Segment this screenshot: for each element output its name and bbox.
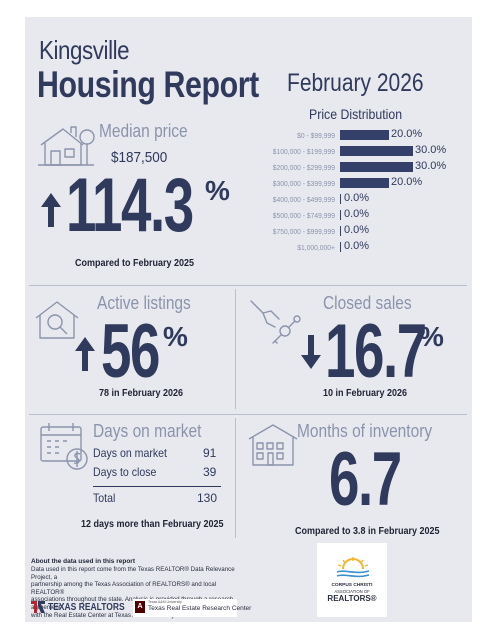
price-bucket-value: 20.0%	[391, 128, 423, 140]
days-on-market-caption: 12 days more than February 2025	[81, 519, 224, 530]
divider-2	[29, 414, 467, 415]
closed-sales-caption: 10 in February 2026	[323, 388, 408, 399]
days-on-market-heading: Days on market	[93, 421, 202, 441]
cc-logo-line-3: REALTORS®	[327, 594, 377, 603]
price-bucket-value: 0.0%	[344, 192, 370, 204]
dom-total-value: 130	[197, 491, 218, 505]
calendar-dollar-icon	[39, 421, 91, 476]
price-bucket-value: 0.0%	[344, 224, 370, 236]
price-bucket-bar	[340, 178, 389, 188]
months-inventory-heading: Months of inventory	[297, 421, 433, 441]
closed-sales-change: 16.7	[325, 309, 427, 394]
about-data-heading: About the data used in this report	[31, 558, 136, 565]
texas-realtors-text: TEXAS REALTORS	[48, 601, 125, 613]
building-icon	[247, 423, 299, 474]
city-title: Kingsville	[39, 35, 130, 65]
dom-row-label-2: Days to close	[93, 465, 157, 479]
hand-key-icon	[249, 297, 301, 352]
house-search-icon	[33, 298, 81, 347]
median-price-heading: Median price	[99, 121, 188, 141]
active-listings-caption: 78 in February 2026	[99, 388, 184, 399]
price-bucket-label: $500,000 - $749,999	[272, 211, 335, 220]
months-inventory-caption: Compared to 3.8 in February 2025	[295, 526, 440, 537]
report-title: Housing Report	[37, 64, 259, 105]
divider-vertical-2	[235, 418, 236, 538]
price-bucket-bar	[340, 194, 341, 204]
median-price-pct-sign: %	[205, 175, 230, 206]
price-bucket-value: 0.0%	[344, 240, 370, 252]
price-bucket-value: 20.0%	[391, 176, 423, 188]
price-bucket-label: $1,000,000+	[297, 243, 335, 252]
about-line: partnership among the Texas Association …	[31, 581, 217, 596]
closed-sales-pct-sign: %	[419, 321, 444, 352]
dom-total-rule	[93, 486, 221, 487]
price-bucket-label: $300,000 - $399,999	[272, 179, 335, 188]
price-bucket-value: 30.0%	[415, 144, 447, 156]
active-listings-pct-sign: %	[163, 321, 188, 352]
dom-row-value-2: 39	[203, 465, 217, 479]
price-bucket-bar	[340, 130, 389, 140]
active-listings-change: 56	[101, 309, 160, 394]
rerc-small-text: Texas A&M University	[148, 600, 182, 604]
months-inventory-value: 6.7	[329, 437, 402, 522]
about-line: associations throughout the state. Analy…	[31, 596, 233, 611]
house-tree-icon	[37, 121, 95, 174]
texas-am-mark-icon: A	[135, 601, 145, 613]
price-bucket-bar	[340, 146, 413, 156]
sun-waves-icon	[336, 557, 370, 578]
divider-1	[29, 285, 467, 286]
active-listings-heading: Active listings	[97, 293, 191, 313]
price-distribution-chart: $0 - $99,999 20.0% $100,000 - $199,999 30.0…	[25, 17, 472, 277]
price-bucket-bar	[340, 210, 341, 220]
rerc-text: Texas Real Estate Research Center	[148, 605, 252, 612]
corpus-christi-logo: CORPUS CHRISTI ASSOCIATION OF REALTORS®	[317, 543, 387, 617]
about-data-text: Data used in this report come from the T…	[31, 566, 241, 619]
dom-row-label-1: Days on market	[93, 446, 167, 460]
arrow-down-icon	[301, 335, 321, 374]
median-price-caption: Compared to February 2025	[75, 258, 195, 269]
arrow-up-icon	[41, 193, 61, 232]
dom-total-label: Total	[93, 491, 116, 505]
median-price-change: 114.3	[66, 163, 194, 248]
price-bucket-label: $200,000 - $299,999	[272, 163, 335, 172]
arrow-up-icon	[75, 337, 95, 376]
texas-realtors-logo: TEXAS REALTORS	[31, 601, 138, 613]
price-bucket-bar	[340, 226, 341, 236]
price-bucket-value: 30.0%	[415, 160, 447, 172]
texas-realtors-mark-icon	[31, 601, 45, 613]
closed-sales-heading: Closed sales	[323, 293, 412, 313]
dom-row-value-1: 91	[203, 446, 217, 460]
report-month: February 2026	[287, 69, 424, 97]
cc-logo-line-2: ASSOCIATION OF	[334, 589, 370, 594]
report-panel: Kingsville Housing Report February 2026 …	[25, 17, 472, 622]
cc-logo-line-1: CORPUS CHRISTI	[331, 583, 373, 588]
price-bucket-label: $100,000 - $199,999	[272, 147, 335, 156]
about-line: Data used in this report come from the T…	[31, 566, 235, 581]
price-bucket-label: $0 - $99,999	[297, 131, 335, 140]
price-bucket-label: $400,000 - $499,999	[272, 195, 335, 204]
price-bucket-bar	[340, 162, 413, 172]
price-bucket-value: 0.0%	[344, 208, 370, 220]
price-bucket-label: $750,000 - $999,999	[272, 227, 335, 236]
divider-vertical-1	[235, 289, 236, 409]
rerc-logo: A Texas A&M University Texas Real Estate…	[133, 599, 251, 617]
median-price-value: $187,500	[111, 149, 168, 166]
about-line: with the Real Estate Center at Texas A&M…	[31, 611, 176, 619]
price-bucket-bar	[340, 242, 341, 252]
price-distribution-title: Price Distribution	[309, 106, 403, 122]
